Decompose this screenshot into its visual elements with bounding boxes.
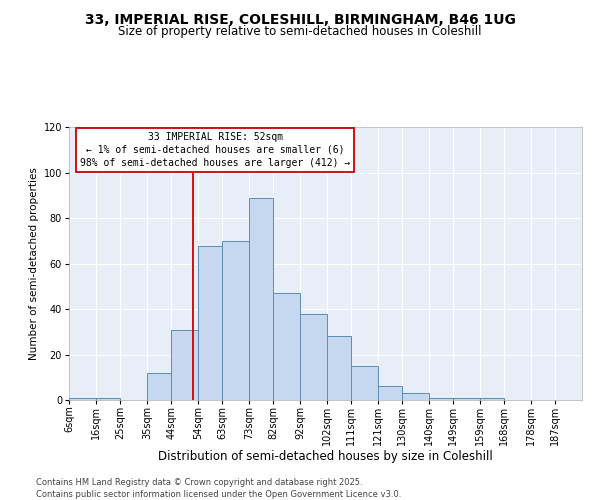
Bar bbox=[147, 373, 171, 400]
Bar bbox=[351, 366, 378, 400]
Bar bbox=[222, 241, 249, 400]
Text: 33 IMPERIAL RISE: 52sqm
← 1% of semi-detached houses are smaller (6)
98% of semi: 33 IMPERIAL RISE: 52sqm ← 1% of semi-det… bbox=[80, 132, 350, 168]
Bar bbox=[453, 398, 480, 400]
Bar bbox=[429, 398, 453, 400]
Bar bbox=[171, 330, 198, 400]
Y-axis label: Number of semi-detached properties: Number of semi-detached properties bbox=[29, 168, 40, 360]
Bar bbox=[480, 398, 504, 400]
Text: Size of property relative to semi-detached houses in Coleshill: Size of property relative to semi-detach… bbox=[118, 24, 482, 38]
X-axis label: Distribution of semi-detached houses by size in Coleshill: Distribution of semi-detached houses by … bbox=[158, 450, 493, 464]
Bar bbox=[300, 314, 327, 400]
Text: Contains HM Land Registry data © Crown copyright and database right 2025.
Contai: Contains HM Land Registry data © Crown c… bbox=[36, 478, 401, 499]
Bar bbox=[96, 398, 120, 400]
Bar bbox=[69, 398, 96, 400]
Bar bbox=[378, 386, 402, 400]
Text: 33, IMPERIAL RISE, COLESHILL, BIRMINGHAM, B46 1UG: 33, IMPERIAL RISE, COLESHILL, BIRMINGHAM… bbox=[85, 12, 515, 26]
Bar bbox=[249, 198, 273, 400]
Bar bbox=[273, 294, 300, 400]
Bar bbox=[198, 246, 222, 400]
Bar bbox=[402, 393, 429, 400]
Bar bbox=[327, 336, 351, 400]
